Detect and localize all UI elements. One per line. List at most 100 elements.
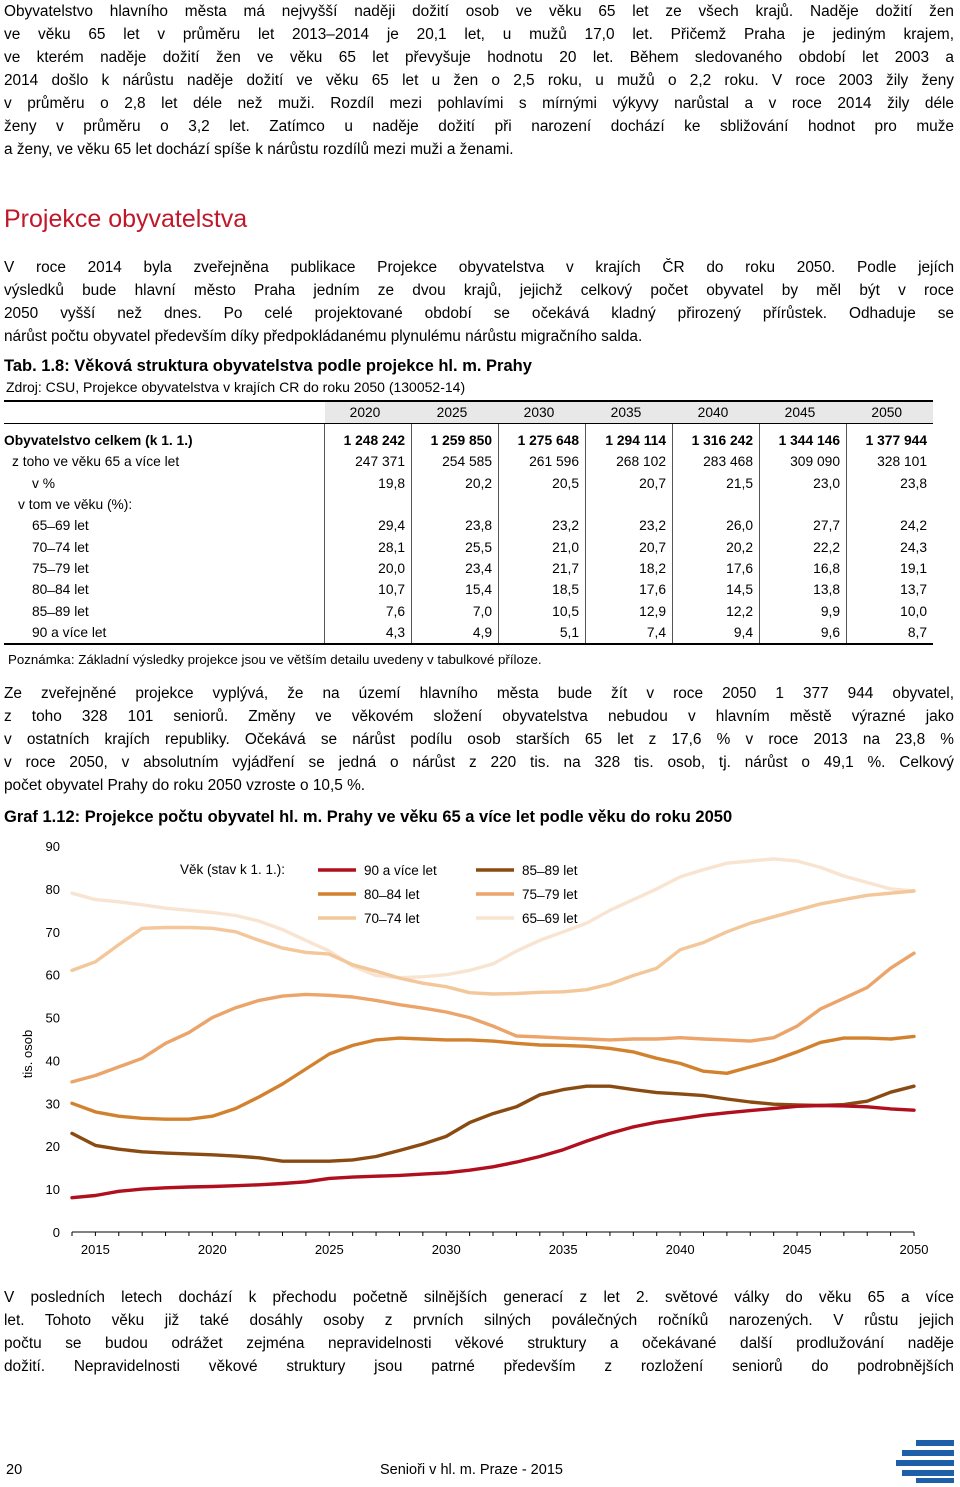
table-cell: 9,9 <box>759 600 847 622</box>
projection-table: 2020 2025 2030 2035 2040 2045 2050 Obyvatelstv… <box>4 400 933 645</box>
legend-label-2: 80 ̶ 84 let <box>364 887 420 902</box>
table-cell: 24,2 <box>846 515 933 537</box>
table-cell: 23,2 <box>498 515 586 537</box>
intro-line: v průměru o 2,8 let déle než muži. Rozdí… <box>4 95 954 112</box>
table-cell: 23,2 <box>585 515 673 537</box>
table-cell: 10,5 <box>498 600 586 622</box>
table-title: Tab. 1.8: Věková struktura obyvatelstva … <box>4 357 532 375</box>
table-source: Zdroj: CSU, Projekce obyvatelstva v kraj… <box>6 379 466 395</box>
table-year-header: 2045 <box>759 400 847 424</box>
table-row-label: Obyvatelstvo celkem (k 1. 1.) <box>4 433 193 449</box>
middle-line: Ze zveřejněné projekce vyplývá, že na úz… <box>4 685 954 702</box>
x-tick-label: 2020 <box>198 1242 227 1257</box>
table-cell: 25,5 <box>411 536 499 558</box>
table-cell: 261 596 <box>498 451 586 473</box>
table-cell: 18,2 <box>585 557 673 580</box>
legend-label-0: 90 a více let <box>364 863 437 878</box>
middle-line: z toho 328 101 seniorů. Změny ve věkovém… <box>4 708 954 725</box>
table-cell <box>585 493 673 516</box>
table-cell: 27,7 <box>759 515 847 537</box>
x-tick-label: 2040 <box>666 1242 695 1257</box>
table-cell: 1 344 146 <box>759 423 847 452</box>
x-tick-label: 2030 <box>432 1242 461 1257</box>
table-cell: 23,8 <box>411 515 499 537</box>
table-row: 85 ̶ 89 let 7,6 7,0 10,5 12,9 12,2 9,9 10,0 <box>4 600 933 622</box>
table-year-header: 2035 <box>585 400 673 424</box>
bottom-line: let. Tohoto věku již také dosáhly osoby … <box>4 1312 954 1329</box>
y-tick-label: 20 <box>46 1139 60 1154</box>
table-cell: 1 294 114 <box>585 423 673 452</box>
table-cell: 15,4 <box>411 579 499 601</box>
table-cell: 1 248 242 <box>324 423 412 452</box>
intro-line: a ženy, ve věku 65 let dochází spíše k n… <box>4 141 514 158</box>
table-cell: 1 377 944 <box>846 423 933 452</box>
section-line: výsledků bude hlavní město Praha jedním … <box>4 282 954 299</box>
table-cell: 23,8 <box>846 472 933 494</box>
table-row: v % 19,8 20,2 20,5 20,7 21,5 23,0 23,8 <box>4 472 933 494</box>
table-cell: 4,9 <box>411 621 499 645</box>
table-cell <box>324 493 412 516</box>
table-cell: 5,1 <box>498 621 586 645</box>
table-cell: 12,9 <box>585 600 673 622</box>
intro-line: ženy v průměru o 3,2 let. Zatímco u nadě… <box>4 118 954 135</box>
table-row-label: 90 a více let <box>4 621 325 645</box>
table-cell: 23,0 <box>759 472 847 494</box>
table-cell: 20,0 <box>324 557 412 580</box>
table-cell: 28,1 <box>324 536 412 558</box>
series-line-3 <box>70 951 916 1084</box>
section-line: 2050 vyšší než dnes. Po celé projektovan… <box>4 305 954 322</box>
table-cell: 23,4 <box>411 557 499 580</box>
chart-title: Graf 1.12: Projekce počtu obyvatel hl. m… <box>4 808 733 826</box>
table-cell: 16,8 <box>759 557 847 580</box>
bottom-line: V posledních letech dochází k přechodu p… <box>4 1289 954 1306</box>
table-cell: 247 371 <box>324 451 412 473</box>
table-cell: 21,0 <box>498 536 586 558</box>
table-row: v tom ve věku (%): <box>4 493 933 516</box>
table-cell <box>498 493 586 516</box>
table-row: 70 ̶ 74 let 28,1 25,5 21,0 20,7 20,2 22,2 24,3 <box>4 536 933 558</box>
table-cell: 8,7 <box>846 621 933 645</box>
y-tick-label: 70 <box>46 925 60 940</box>
series-line-1 <box>70 1084 916 1163</box>
table-cell: 21,7 <box>498 557 586 580</box>
y-tick-label: 0 <box>53 1225 60 1240</box>
bottom-line: počtu se budou odrážet zejména nepravide… <box>4 1335 954 1352</box>
table-cell: 26,0 <box>672 515 760 537</box>
table-row-label: 75 ̶ 79 let <box>32 560 89 576</box>
table-cell: 12,2 <box>672 600 760 622</box>
table-cell: 18,5 <box>498 579 586 601</box>
intro-line: Obyvatelstvo hlavního města má nejvyšší … <box>4 3 954 20</box>
table-row-label: 70 ̶ 74 let <box>32 539 89 555</box>
legend-label-4: 70 ̶ 74 let <box>364 911 420 926</box>
table-cell: 22,2 <box>759 536 847 558</box>
table-row-label: 65 ̶ 69 let <box>32 518 89 534</box>
x-tick-label: 2045 <box>783 1242 812 1257</box>
table-year-header: 2025 <box>411 400 499 424</box>
section-line: V roce 2014 byla zveřejněna publikace Pr… <box>4 259 954 276</box>
y-tick-label: 50 <box>46 1011 60 1026</box>
legend-title: Věk (stav k 1. 1.): <box>180 862 285 877</box>
middle-line: počet obyvatel Prahy do roku 2050 vzrost… <box>4 777 366 794</box>
y-tick-label: 40 <box>46 1053 60 1068</box>
publication-title: Senioři v hl. m. Praze - 2015 <box>380 1462 563 1478</box>
table-row: 65 ̶ 69 let 29,4 23,8 23,2 23,2 26,0 27,7 24,2 <box>4 515 933 537</box>
publisher-logo-icon <box>896 1440 954 1483</box>
table-cell: 13,8 <box>759 579 847 601</box>
table-year-header: 2040 <box>672 400 760 424</box>
table-cell: 4,3 <box>324 621 412 645</box>
page-number: 20 <box>6 1462 23 1478</box>
table-cell: 9,4 <box>672 621 760 645</box>
y-axis-label: tis. osob <box>20 1030 35 1078</box>
table-row: Obyvatelstvo celkem (k 1. 1.) 1 248 242 1 … <box>4 423 933 452</box>
section-line: nárůst počtu obyvatel především díky pře… <box>4 328 643 345</box>
table-cell: 1 316 242 <box>672 423 760 452</box>
table-note: Poznámka: Základní výsledky projekce jso… <box>8 652 542 667</box>
table-cell <box>672 493 760 516</box>
table-year-header: 2020 <box>324 400 412 424</box>
table-cell: 254 585 <box>411 451 499 473</box>
table-cell: 7,6 <box>324 600 412 622</box>
table-cell: 9,6 <box>759 621 847 645</box>
table-header-blank <box>4 400 325 424</box>
middle-line: v ostatních krajích republiky. Očekává s… <box>4 731 954 748</box>
